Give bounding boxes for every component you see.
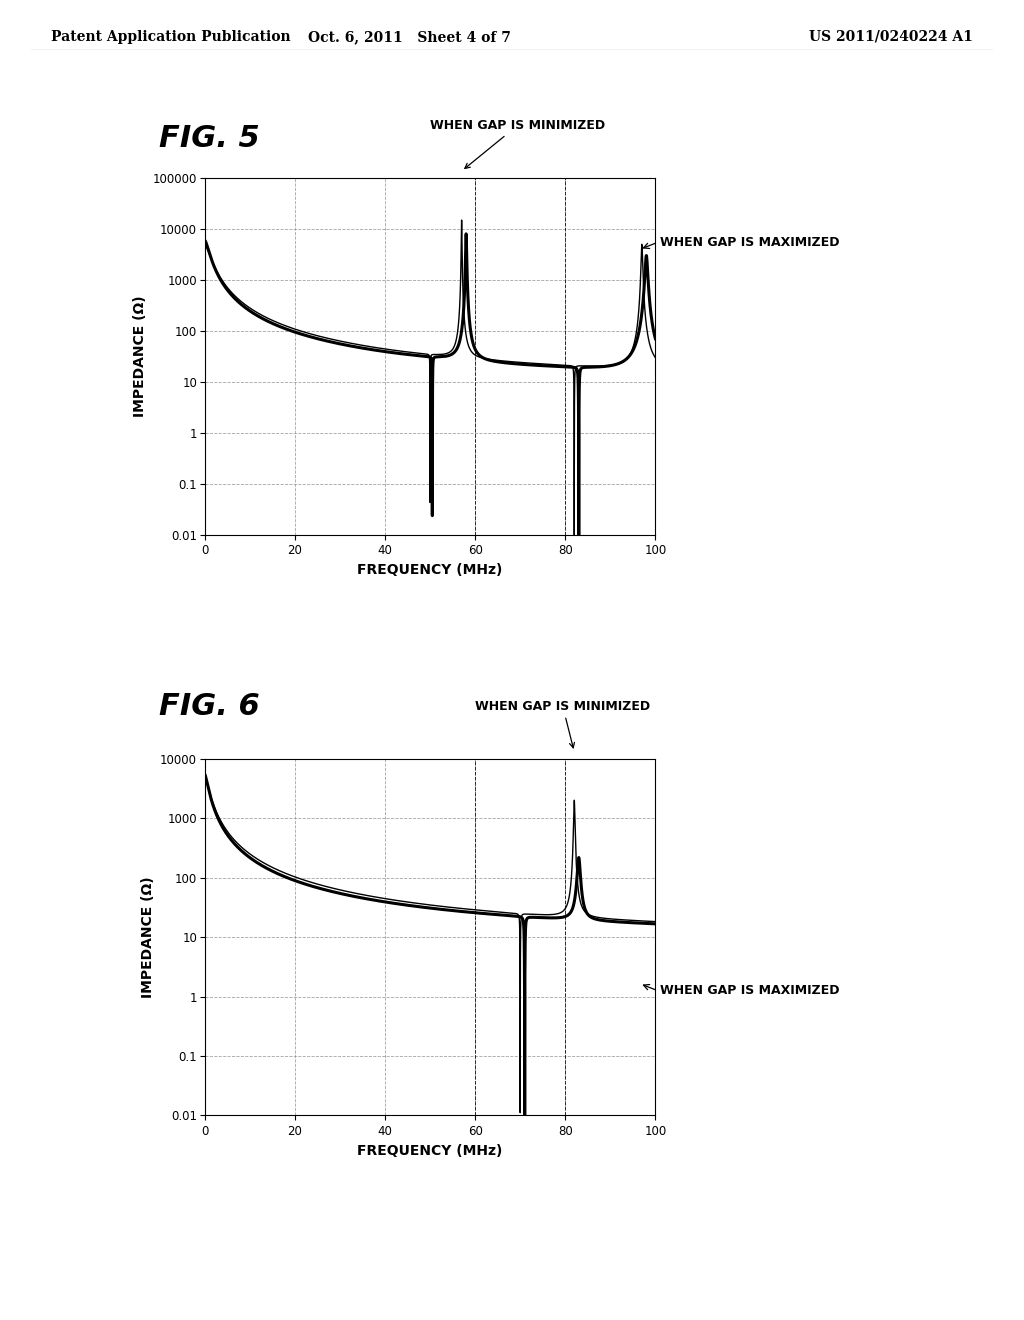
- Text: FIG. 6: FIG. 6: [159, 692, 259, 721]
- Text: WHEN GAP IS MAXIMIZED: WHEN GAP IS MAXIMIZED: [659, 236, 840, 249]
- Text: WHEN GAP IS MINIMIZED: WHEN GAP IS MINIMIZED: [430, 119, 605, 169]
- Text: Patent Application Publication: Patent Application Publication: [51, 30, 291, 44]
- Text: WHEN GAP IS MAXIMIZED: WHEN GAP IS MAXIMIZED: [659, 985, 840, 997]
- Y-axis label: IMPEDANCE (Ω): IMPEDANCE (Ω): [140, 876, 155, 998]
- Text: US 2011/0240224 A1: US 2011/0240224 A1: [809, 30, 973, 44]
- X-axis label: FREQUENCY (MHz): FREQUENCY (MHz): [357, 1143, 503, 1158]
- X-axis label: FREQUENCY (MHz): FREQUENCY (MHz): [357, 562, 503, 577]
- Text: WHEN GAP IS MINIMIZED: WHEN GAP IS MINIMIZED: [475, 700, 650, 748]
- Text: Oct. 6, 2011   Sheet 4 of 7: Oct. 6, 2011 Sheet 4 of 7: [308, 30, 511, 44]
- Y-axis label: IMPEDANCE (Ω): IMPEDANCE (Ω): [133, 296, 147, 417]
- Text: FIG. 5: FIG. 5: [159, 124, 259, 153]
